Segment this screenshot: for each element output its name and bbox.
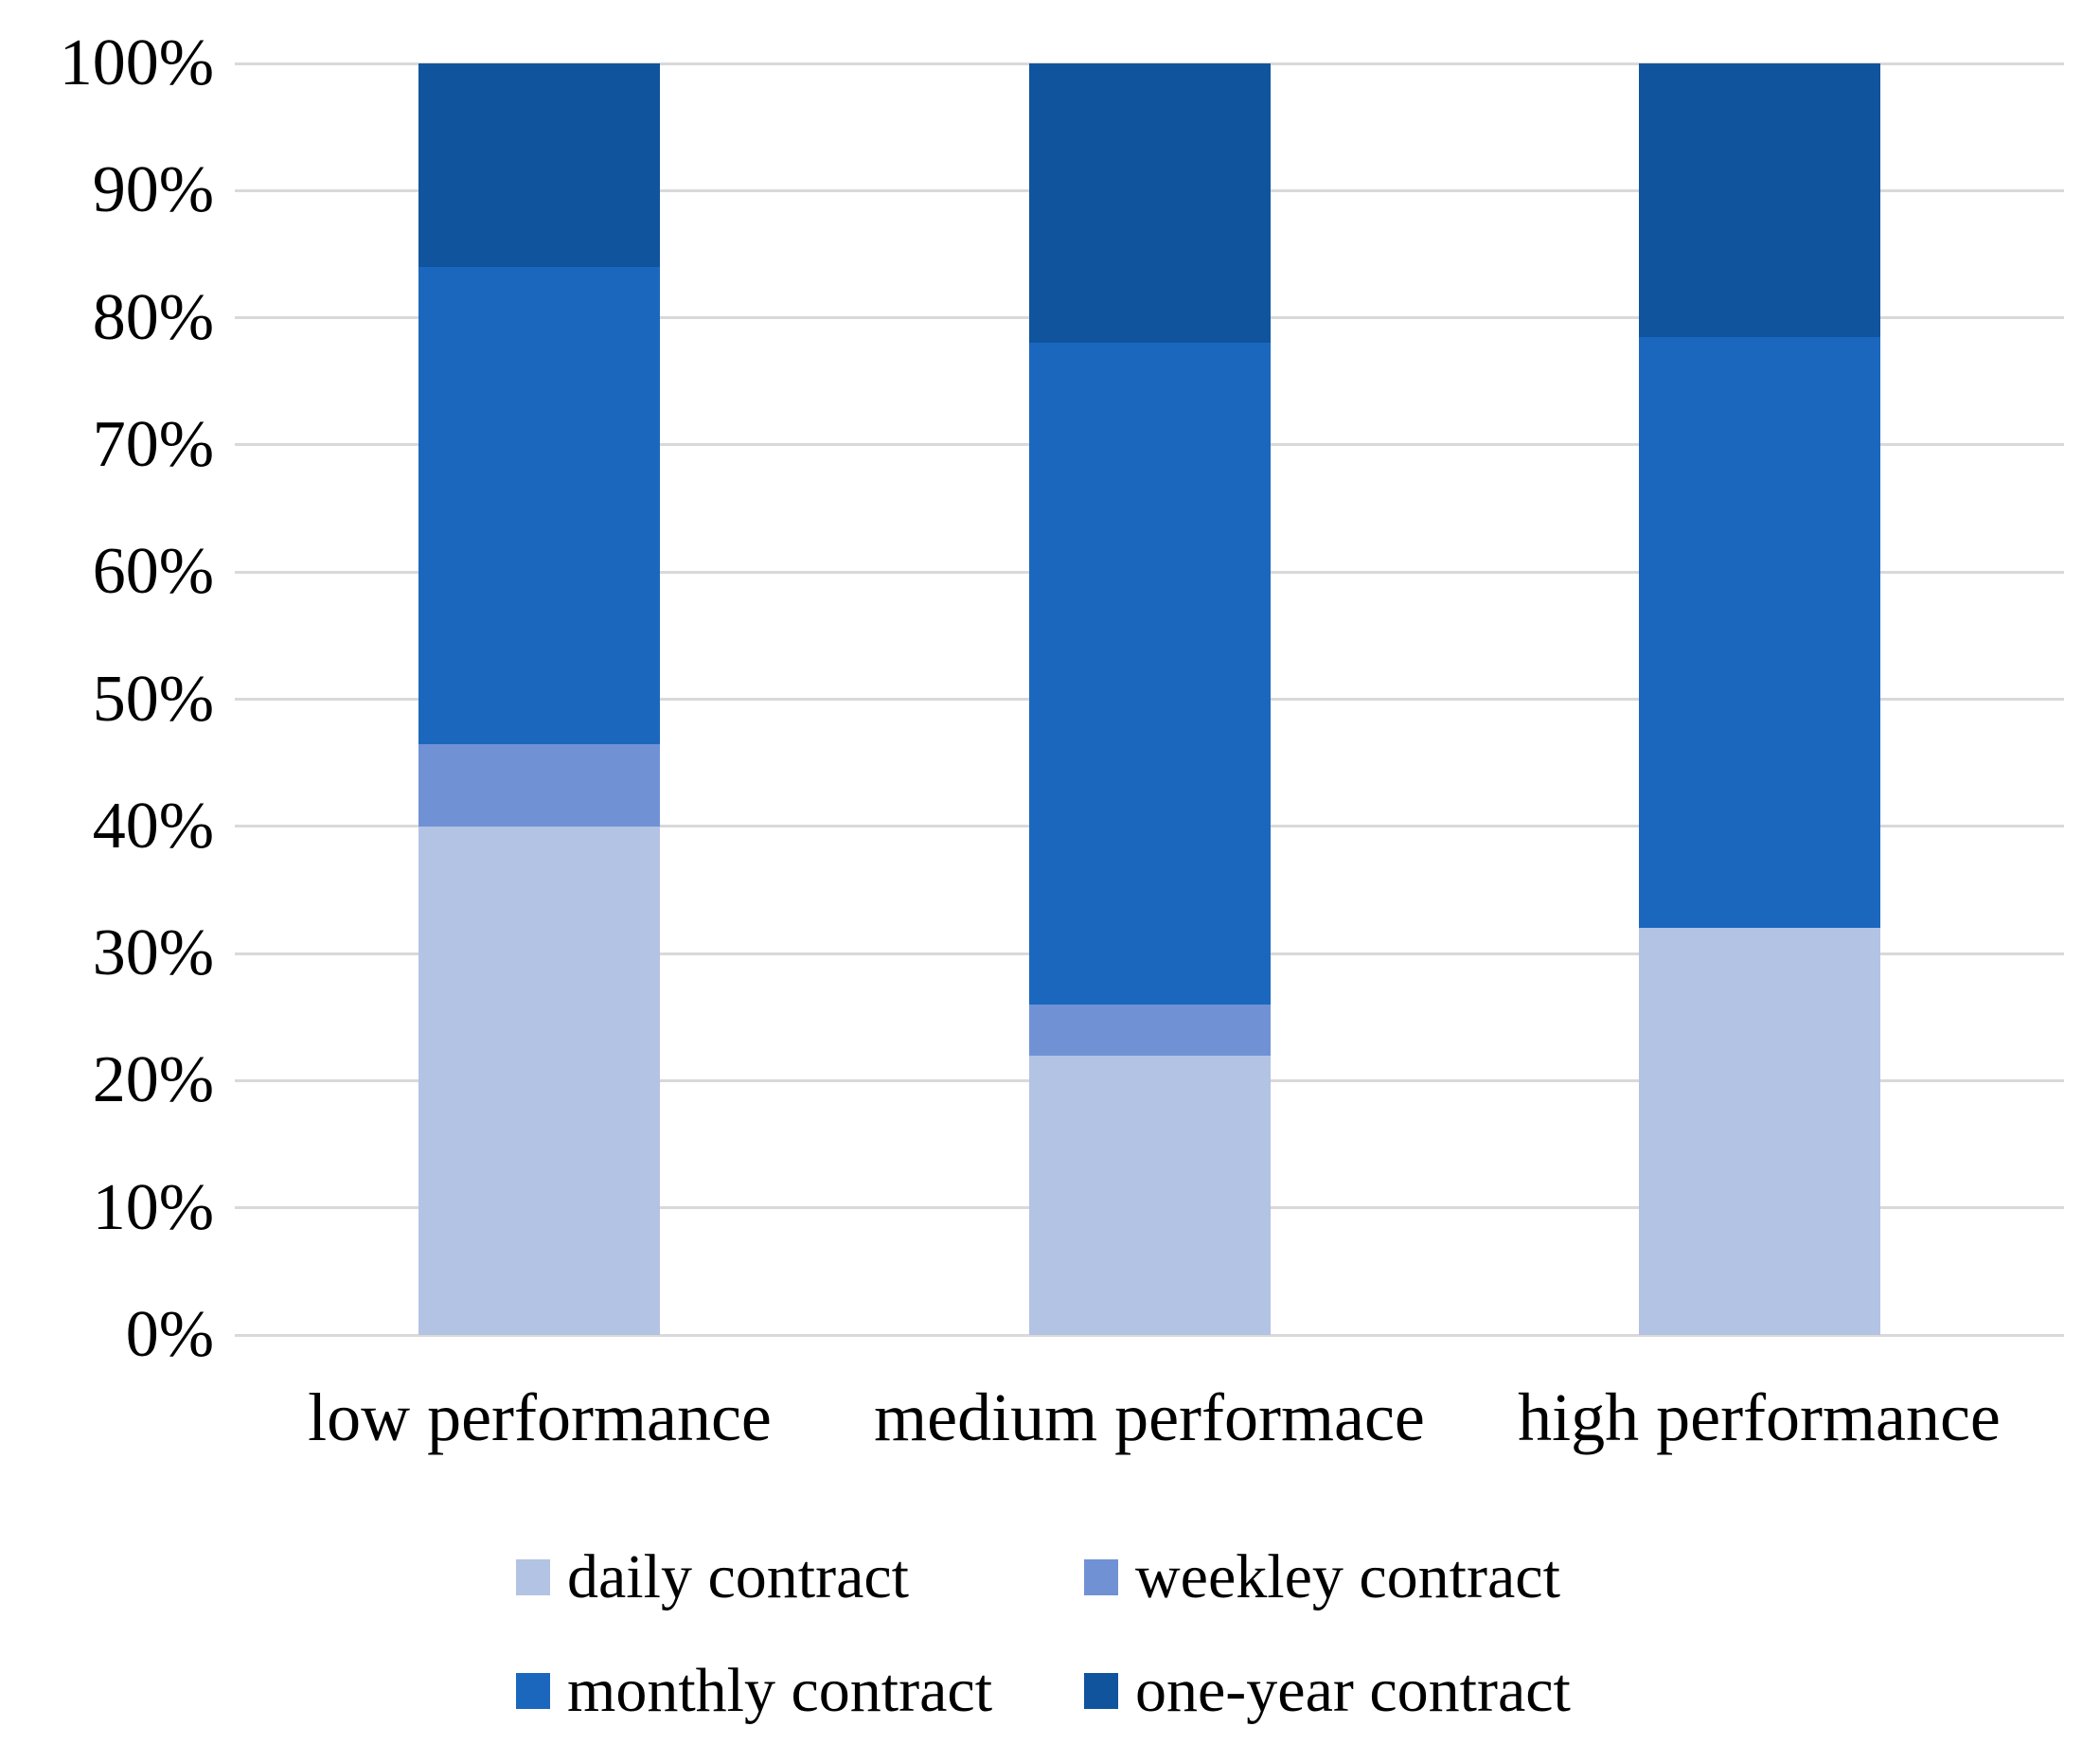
legend-label-weekley-contract: weekley contract: [1135, 1542, 1560, 1611]
bar-medium-performace: [1028, 63, 1271, 1335]
y-tick-label-20-: 20%: [92, 1043, 214, 1117]
legend-swatch-daily-contract: [516, 1559, 550, 1595]
y-tick-label-60-: 60%: [92, 535, 214, 609]
bar-segment-daily-contract-medium-performace: [1028, 1055, 1271, 1335]
y-tick-label-50-: 50%: [92, 662, 214, 736]
legend-swatch-one-year-contract: [1084, 1673, 1118, 1709]
y-tick-label-90-: 90%: [92, 153, 214, 227]
legend-label-one-year-contract: one-year contract: [1135, 1656, 1571, 1725]
plot-area: [235, 62, 2064, 1337]
y-tick-label-30-: 30%: [92, 916, 214, 990]
bar-segment-monthly-contract-high-performance: [1638, 336, 1880, 929]
legend-item-weekley-contract: weekley contract: [1084, 1546, 1560, 1609]
bar-low-performance: [418, 63, 661, 1335]
chart-legend: daily contract weekley contract monthly co…: [516, 1543, 1571, 1744]
legend-item-one-year-contract: one-year contract: [1084, 1660, 1571, 1722]
bar-segment-one-year-contract-low-performance: [418, 63, 661, 267]
legend-row-1: daily contract weekley contract: [516, 1543, 1571, 1611]
x-category-label-low-performance: low performance: [308, 1379, 772, 1455]
bar-segment-monthly-contract-medium-performace: [1028, 343, 1271, 1005]
y-tick-label-70-: 70%: [92, 407, 214, 481]
legend-swatch-weekley-contract: [1084, 1559, 1118, 1595]
x-category-label-high-performance: high performance: [1518, 1379, 2001, 1455]
y-axis: 0% 10% 20% 30% 40% 50% 60% 70% 80% 90% 100%: [0, 30, 214, 1368]
bar-high-performance: [1638, 63, 1880, 1335]
x-category-label-medium-performace: medium performace: [874, 1379, 1425, 1455]
y-tick-label-80-: 80%: [92, 280, 214, 354]
x-axis-labels: low performance medium performace high per…: [235, 1379, 2064, 1485]
bar-segment-weekley-contract-medium-performace: [1028, 1004, 1271, 1056]
bar-segment-daily-contract-low-performance: [418, 826, 661, 1335]
legend-row-2: monthly contract one-year contract: [516, 1657, 1571, 1725]
gridline-0-: [235, 1333, 2064, 1337]
legend-item-monthly-contract: monthly contract: [516, 1660, 1084, 1722]
y-tick-label-10-: 10%: [92, 1170, 214, 1244]
gridline-100-: [235, 62, 2064, 65]
bar-segment-one-year-contract-high-performance: [1638, 63, 1880, 337]
bar-segment-daily-contract-high-performance: [1638, 928, 1880, 1335]
legend-label-monthly-contract: monthly contract: [567, 1656, 993, 1725]
y-tick-label-40-: 40%: [92, 789, 214, 863]
legend-label-daily-contract: daily contract: [567, 1542, 910, 1611]
legend-item-daily-contract: daily contract: [516, 1546, 1084, 1609]
bar-segment-monthly-contract-low-performance: [418, 266, 661, 744]
y-tick-label-100-: 100%: [59, 27, 214, 99]
legend-swatch-monthly-contract: [516, 1673, 550, 1709]
bar-segment-weekley-contract-low-performance: [418, 743, 661, 827]
bar-segment-one-year-contract-medium-performace: [1028, 63, 1271, 344]
y-tick-label-0-: 0%: [125, 1298, 214, 1371]
